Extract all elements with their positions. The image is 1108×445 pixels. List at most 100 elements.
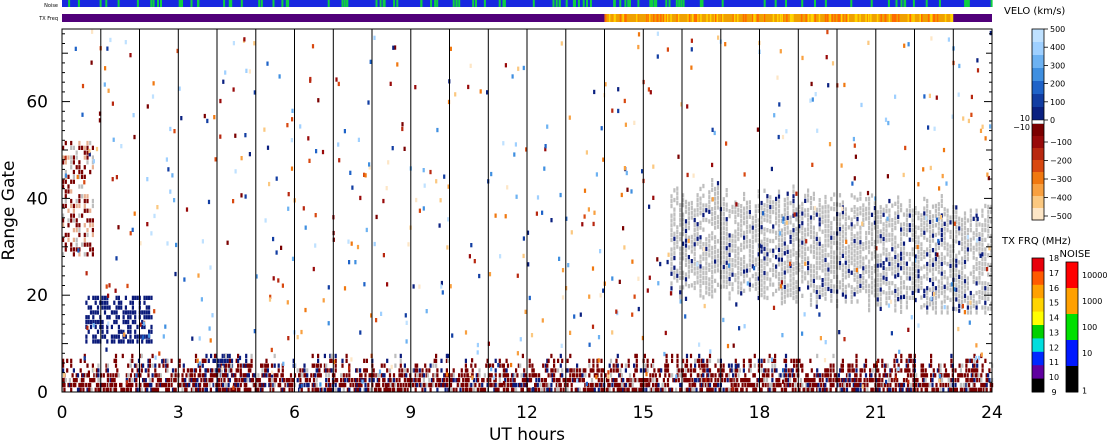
near-range-cell (676, 373, 679, 378)
near-range-cell (949, 387, 952, 392)
near-range-cell (949, 378, 952, 383)
near-range-cell (702, 358, 705, 363)
near-range-cell (83, 358, 86, 363)
ground-scatter-cell (888, 290, 891, 296)
near-range-cell (429, 363, 432, 368)
near-range-cell (75, 378, 78, 383)
near-range-cell (167, 387, 170, 392)
near-range-cell (633, 363, 636, 368)
ground-scatter-cell (795, 212, 798, 217)
ground-scatter-cell (748, 200, 751, 205)
echo-cell (62, 179, 65, 184)
scattered-echo-cell (887, 303, 891, 308)
near-range-cell (535, 378, 538, 383)
near-range-cell (251, 382, 255, 388)
near-range-cell (342, 378, 345, 383)
near-range-cell (855, 358, 858, 363)
ground-scatter-cell (682, 212, 685, 217)
near-range-cell (689, 353, 693, 359)
scattered-echo-cell (359, 330, 362, 335)
ground-scatter-cell (711, 255, 714, 260)
ground-scatter-cell (931, 248, 935, 253)
ground-scatter-cell (844, 275, 847, 280)
ground-scatter-cell (722, 284, 725, 289)
near-range-cell (462, 382, 465, 388)
echo-cell (89, 305, 93, 310)
ground-scatter-cell (978, 265, 981, 271)
scattered-echo-cell (156, 205, 159, 210)
scattered-echo-cell (98, 118, 101, 123)
near-range-cell (694, 378, 697, 383)
ground-scatter-cell (682, 198, 685, 203)
ground-scatter-cell (900, 266, 903, 271)
echo-cell (134, 310, 137, 315)
near-range-cell (939, 368, 942, 373)
ground-scatter-cell (946, 276, 949, 281)
ground-scatter-cell (856, 250, 859, 256)
scattered-echo-cell (907, 379, 910, 384)
near-range-cell (447, 373, 450, 378)
near-range-cell (399, 353, 402, 359)
ground-scatter-cell (856, 289, 859, 294)
near-range-cell (721, 378, 724, 383)
tx-freq-mark (859, 14, 861, 22)
near-range-cell (829, 378, 832, 383)
tx-freq-mark (876, 14, 879, 22)
noise-spike (68, 0, 71, 7)
ground-scatter-cell (926, 223, 929, 228)
near-range-cell (208, 382, 211, 388)
ground-scatter-cell (844, 217, 847, 222)
near-range-cell (980, 373, 983, 378)
near-range-cell (139, 382, 142, 388)
ground-scatter-cell (818, 256, 821, 261)
near-range-cell (205, 382, 208, 388)
ground-scatter-cell (958, 308, 961, 313)
near-range-cell (934, 373, 937, 378)
near-range-cell (558, 382, 561, 388)
ground-scatter-cell (740, 286, 743, 291)
ground-scatter-cell (702, 295, 705, 300)
ground-scatter-cell (888, 252, 891, 257)
echo-cell (228, 363, 231, 368)
ground-scatter-cell (795, 207, 798, 212)
noise-spike (260, 0, 263, 7)
ground-scatter-cell (734, 205, 737, 210)
ground-scatter-cell (807, 285, 810, 290)
ground-scatter-cell (891, 218, 894, 223)
ground-scatter-cell (670, 247, 673, 252)
near-range-cell (977, 373, 980, 378)
scattered-echo-cell (385, 383, 388, 388)
near-range-cell (828, 378, 831, 383)
scattered-echo-cell (770, 357, 774, 362)
scattered-echo-cell (565, 216, 568, 221)
ground-scatter-cell (900, 280, 903, 285)
near-range-cell (970, 373, 973, 378)
scattered-echo-cell (535, 211, 538, 216)
ground-scatter-cell (838, 251, 842, 256)
ground-scatter-cell (969, 295, 972, 300)
ground-scatter-cell (757, 194, 760, 199)
ground-scatter-cell (684, 262, 688, 267)
noise-strip (62, 0, 992, 7)
echo-cell (143, 315, 146, 320)
ground-scatter-cell (722, 202, 725, 207)
ground-scatter-cell (716, 253, 720, 258)
ground-scatter-cell (786, 283, 789, 288)
ground-scatter-cell (958, 274, 961, 279)
ground-scatter-cell (891, 203, 894, 208)
ground-scatter-cell (757, 247, 760, 252)
scattered-echo-cell (722, 317, 725, 323)
ground-scatter-cell (775, 245, 778, 250)
ground-scatter-cell (714, 254, 717, 259)
ground-scatter-cell (728, 252, 731, 257)
ground-scatter-cell (859, 264, 862, 269)
scattered-echo-cell (401, 126, 404, 132)
scattered-echo-cell (925, 215, 928, 221)
ground-scatter-cell (981, 305, 984, 310)
ground-scatter-cell (687, 259, 690, 265)
near-range-cell (893, 378, 896, 383)
tx-freq-mark (913, 14, 915, 22)
tx-freq-mark (745, 14, 747, 22)
ground-scatter-cell (934, 305, 937, 310)
ground-scatter-cell (714, 206, 717, 211)
